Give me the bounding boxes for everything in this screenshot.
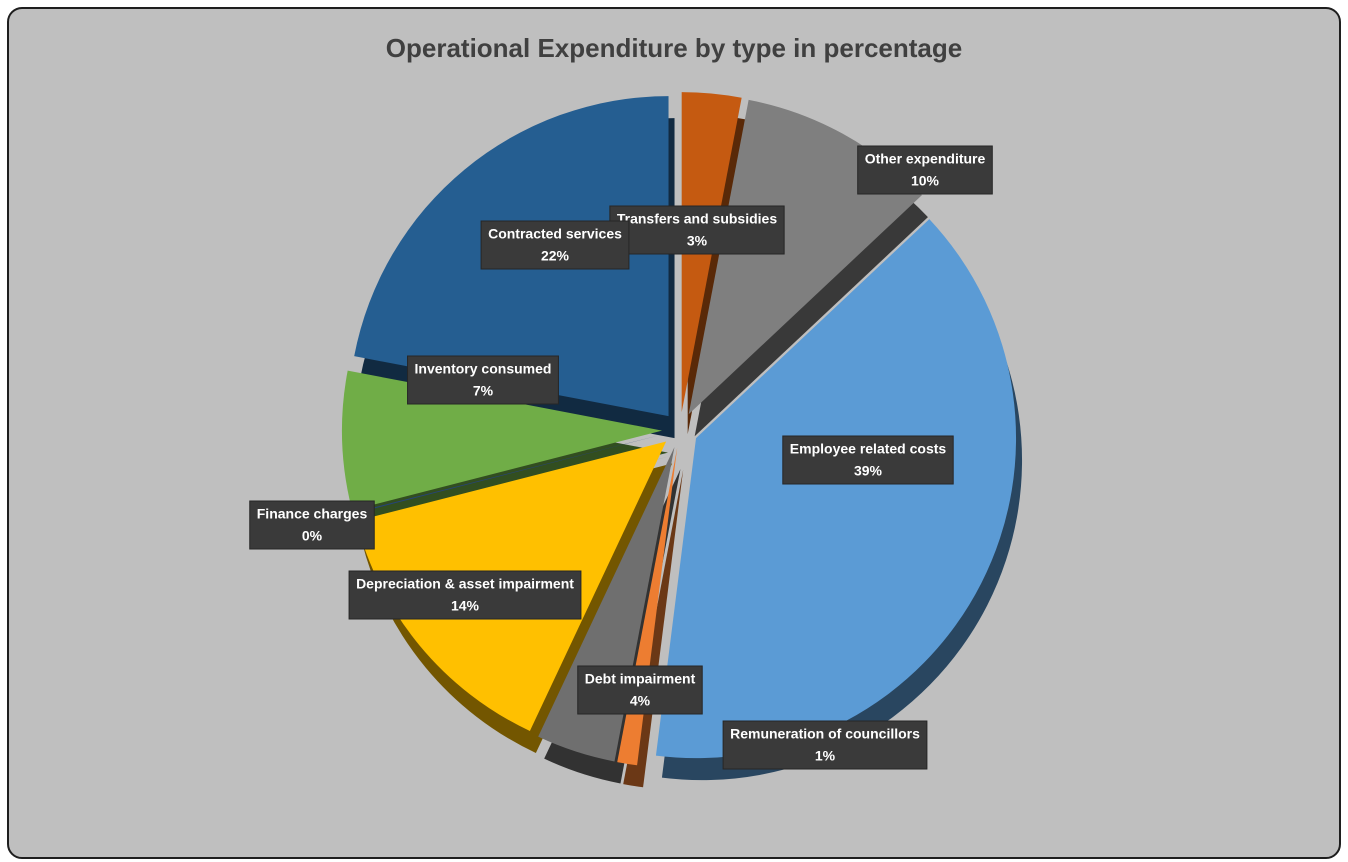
label-box [609,205,785,255]
label-value: 22% [541,248,570,264]
label-value: 7% [473,383,494,399]
chart-title: Operational Expenditure by type in perce… [386,33,962,63]
slice [342,370,663,511]
label-value: 4% [630,693,651,709]
label-value: 3% [687,233,708,249]
data-label: Contracted services 22% [480,220,630,270]
label-value: 39% [854,463,883,479]
data-label: Inventory consumed 7% [407,355,559,405]
data-label: Depreciation & asset impairment 14% [348,570,582,620]
label-name: Remuneration of councillors [730,726,920,742]
label-name: Inventory consumed [415,361,552,377]
slice [655,219,1017,759]
slice [538,447,675,762]
label-value: 14% [451,598,480,614]
data-label: Employee related costs 39% [782,435,954,485]
label-box [782,435,954,485]
label-name: Contracted services [488,226,622,242]
label-value: 0% [302,528,323,544]
label-box [480,220,630,270]
label-box [348,570,582,620]
label-value: 1% [815,748,836,764]
label-name: Transfers and subsidies [617,211,777,227]
label-name: Employee related costs [790,441,947,457]
label-box [857,145,993,195]
label-name: Other expenditure [865,151,986,167]
label-box [577,665,703,715]
data-label: Transfers and subsidies 3% [609,205,785,255]
data-label: Remuneration of councillors 1% [722,720,928,770]
data-label: Finance charges 0% [249,500,375,550]
label-name: Depreciation & asset impairment [356,576,574,592]
label-box [407,355,559,405]
label-box [249,500,375,550]
label-box [722,720,928,770]
label-value: 10% [911,173,940,189]
data-label: Other expenditure 10% [857,145,993,195]
labels: Transfers and subsidies 3% Other expenditu… [249,145,993,770]
data-label: Debt impairment 4% [577,665,703,715]
label-name: Finance charges [257,506,368,522]
label-name: Debt impairment [585,671,696,687]
slice [352,434,663,515]
